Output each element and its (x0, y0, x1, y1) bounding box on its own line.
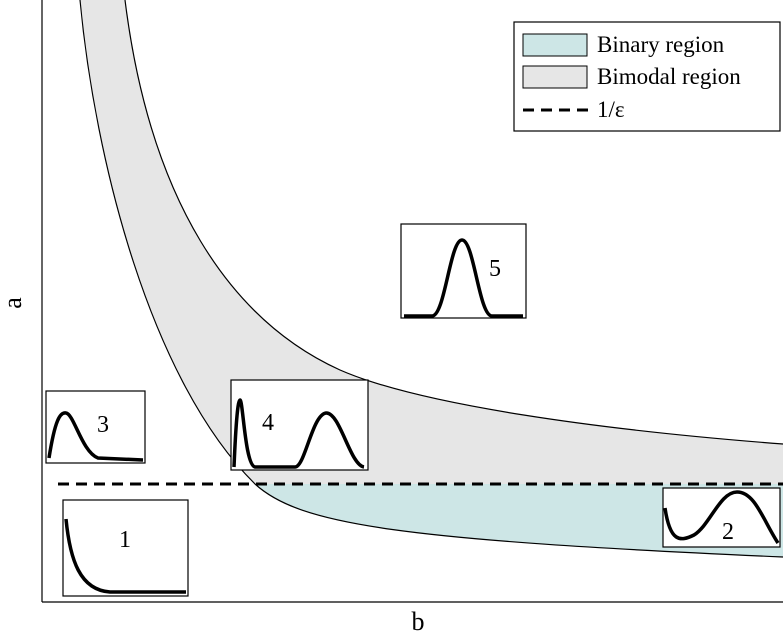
panel-5-box (400, 223, 527, 319)
panel-4: 4 (230, 379, 369, 471)
legend-label-binary: Binary region (597, 32, 725, 57)
panel-5-label: 5 (489, 256, 501, 282)
bimodal-region (80, 0, 783, 484)
y-axis-label: a (0, 297, 27, 309)
panel-2: 2 (662, 487, 781, 548)
legend-label-epsilon: 1/ε (597, 97, 625, 122)
panel-3: 3 (45, 390, 146, 464)
upper-boundary-curve (124, 0, 783, 445)
legend-label-bimodal: Bimodal region (597, 64, 741, 89)
panel-3-curve (47, 411, 144, 462)
panel-3-box (45, 390, 146, 464)
panel-1-curve (64, 518, 186, 594)
lower-boundary-curve (79, 0, 783, 558)
x-axis-label: b (412, 607, 425, 636)
binary-region (255, 484, 783, 557)
panel-1: 1 (62, 499, 189, 597)
panel-4-label: 4 (262, 410, 274, 436)
panel-5: 5 (400, 223, 527, 319)
legend-swatch-bimodal (522, 65, 588, 89)
legend-swatch-binary (522, 33, 588, 57)
legend: Binary region Bimodal region 1/ε (513, 21, 781, 132)
panel-4-curve (232, 398, 365, 469)
panel-2-label: 2 (722, 519, 734, 545)
panel-1-label: 1 (119, 527, 131, 553)
panel-4-box (230, 379, 369, 471)
panel-5-curve (404, 238, 523, 318)
panel-3-label: 3 (97, 412, 109, 438)
panel-2-curve (663, 490, 780, 544)
